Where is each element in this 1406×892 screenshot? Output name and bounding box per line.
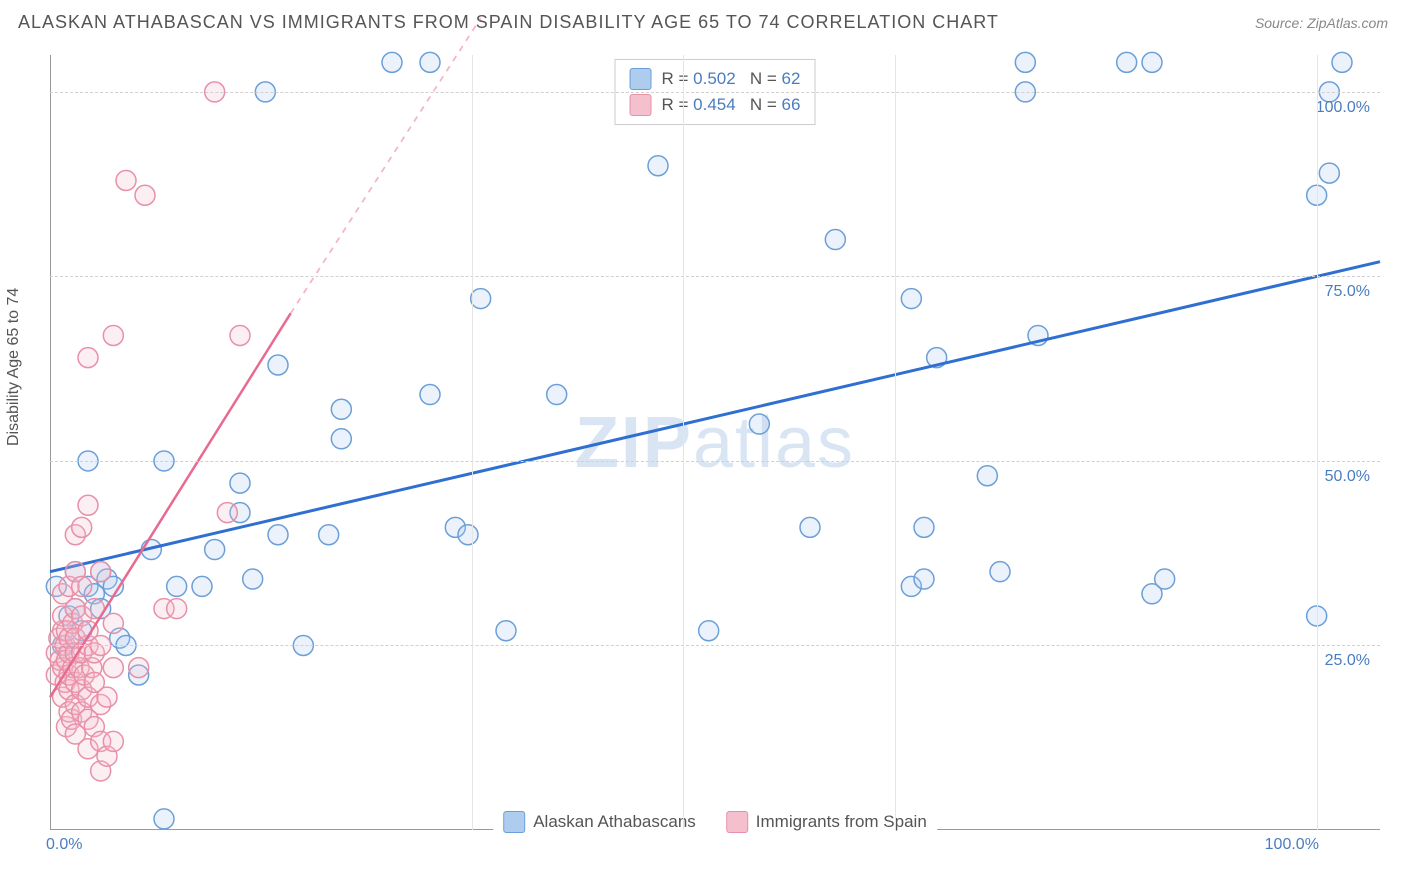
data-point: [331, 429, 351, 449]
data-point: [103, 325, 123, 345]
series-legend-item-1: Immigrants from Spain: [726, 811, 927, 833]
grid-line-v: [895, 55, 896, 830]
data-point: [1117, 52, 1137, 72]
legend-swatch-0: [630, 68, 652, 90]
series-legend-item-0: Alaskan Athabascans: [503, 811, 696, 833]
y-axis-title: Disability Age 65 to 74: [5, 288, 23, 446]
data-point: [217, 503, 237, 523]
data-point: [648, 156, 668, 176]
data-point: [268, 355, 288, 375]
data-point: [135, 185, 155, 205]
data-point: [914, 517, 934, 537]
data-point: [420, 52, 440, 72]
series-swatch-1: [726, 811, 748, 833]
data-point: [78, 495, 98, 515]
data-point: [1142, 52, 1162, 72]
data-point: [458, 525, 478, 545]
series-legend: Alaskan Athabascans Immigrants from Spai…: [493, 811, 937, 833]
data-point: [825, 230, 845, 250]
chart-title: ALASKAN ATHABASCAN VS IMMIGRANTS FROM SP…: [18, 12, 999, 33]
data-point: [420, 385, 440, 405]
data-point: [547, 385, 567, 405]
data-point: [243, 569, 263, 589]
grid-line-h: [50, 461, 1380, 462]
data-point: [331, 399, 351, 419]
data-point: [800, 517, 820, 537]
data-point: [1332, 52, 1352, 72]
data-point: [990, 562, 1010, 582]
grid-line-h: [50, 92, 1380, 93]
data-point: [699, 621, 719, 641]
data-point: [72, 576, 92, 596]
grid-line-v: [683, 55, 684, 830]
data-point: [268, 525, 288, 545]
data-point: [1319, 163, 1339, 183]
legend-row-1: R = 0.454 N = 66: [630, 92, 801, 118]
data-point: [471, 289, 491, 309]
legend-swatch-1: [630, 94, 652, 116]
data-point: [72, 517, 92, 537]
data-point: [103, 613, 123, 633]
data-point: [205, 540, 225, 560]
grid-line-h: [50, 645, 1380, 646]
data-point: [103, 658, 123, 678]
data-point: [382, 52, 402, 72]
data-point: [914, 569, 934, 589]
data-point: [1155, 569, 1175, 589]
chart-svg: [50, 55, 1380, 830]
data-point: [319, 525, 339, 545]
data-point: [230, 473, 250, 493]
data-point: [167, 599, 187, 619]
y-tick-label: 50.0%: [1325, 468, 1370, 486]
plot-area: ZIPatlas R = 0.502 N = 62 R = 0.454 N = …: [50, 55, 1380, 830]
data-point: [901, 289, 921, 309]
series-swatch-0: [503, 811, 525, 833]
data-point: [230, 325, 250, 345]
y-tick-label: 100.0%: [1316, 99, 1370, 117]
data-point: [103, 731, 123, 751]
y-tick-label: 75.0%: [1325, 283, 1370, 301]
data-point: [129, 658, 149, 678]
data-point: [154, 809, 174, 829]
source-label: Source: ZipAtlas.com: [1255, 15, 1388, 31]
data-point: [116, 170, 136, 190]
x-tick-label: 100.0%: [1265, 836, 1319, 854]
y-tick-label: 25.0%: [1325, 652, 1370, 670]
data-point: [97, 687, 117, 707]
grid-line-v: [472, 55, 473, 830]
grid-line-h: [50, 276, 1380, 277]
data-point: [192, 576, 212, 596]
data-point: [749, 414, 769, 434]
data-point: [167, 576, 187, 596]
series-label-0: Alaskan Athabascans: [533, 812, 696, 832]
x-tick-label: 0.0%: [46, 836, 82, 854]
grid-line-v: [1317, 55, 1318, 830]
series-label-1: Immigrants from Spain: [756, 812, 927, 832]
data-point: [78, 348, 98, 368]
data-point: [91, 562, 111, 582]
data-point: [496, 621, 516, 641]
data-point: [977, 466, 997, 486]
data-point: [1015, 52, 1035, 72]
legend-row-0: R = 0.502 N = 62: [630, 66, 801, 92]
trend-line: [50, 262, 1380, 572]
